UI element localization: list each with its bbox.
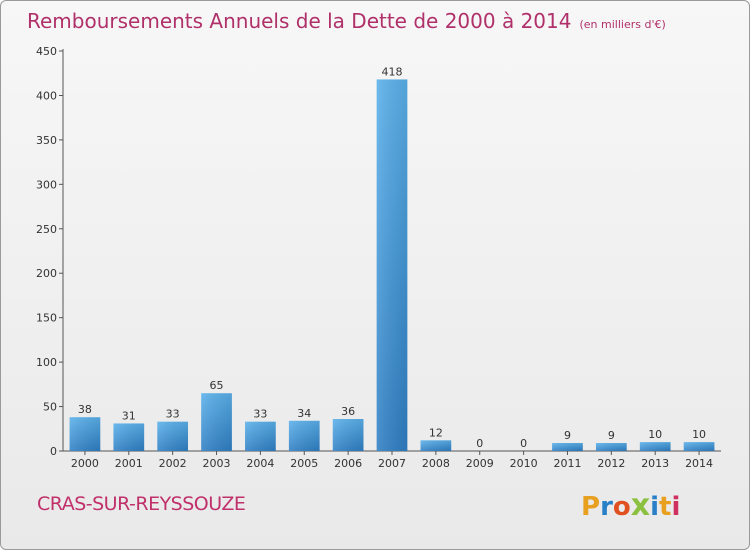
bar-shade bbox=[552, 443, 583, 451]
chart-title-text: Remboursements Annuels de la Dette de 20… bbox=[27, 9, 572, 33]
x-tick-label: 2008 bbox=[422, 457, 450, 470]
logo-letter: t bbox=[659, 492, 672, 522]
data-labels: 38 31 33 65 33 34 36 418 12 0 0 9 9 10 10 bbox=[78, 65, 706, 450]
x-tick-label: 2006 bbox=[334, 457, 362, 470]
y-tick-label: 0 bbox=[50, 445, 57, 458]
y-tick-label: 200 bbox=[36, 267, 57, 280]
bar-shade bbox=[288, 420, 320, 451]
x-tick-label: 2011 bbox=[553, 457, 581, 470]
x-axis: 2000 2001 2002 2003 2004 2005 2006 2007 2008 2009… bbox=[63, 450, 721, 470]
logo-letter: i bbox=[671, 492, 681, 522]
bar-shade bbox=[595, 443, 627, 451]
x-tick-label: 2010 bbox=[510, 457, 538, 470]
logo-letter: o bbox=[612, 492, 631, 522]
bar-shade bbox=[420, 440, 452, 451]
bars bbox=[69, 79, 715, 451]
x-tick-label: 2007 bbox=[378, 457, 406, 470]
bar-shade bbox=[376, 79, 408, 451]
x-tick-label: 2003 bbox=[203, 457, 231, 470]
x-tick-label: 2009 bbox=[466, 457, 494, 470]
y-tick-label: 450 bbox=[36, 45, 57, 58]
bar-value-label: 36 bbox=[341, 405, 355, 418]
bar-value-label: 0 bbox=[520, 437, 527, 450]
y-tick-label: 300 bbox=[36, 178, 57, 191]
x-tick-label: 2013 bbox=[641, 457, 669, 470]
x-tick-label: 2005 bbox=[290, 457, 318, 470]
logo-letter: r bbox=[600, 492, 613, 522]
bar-shade bbox=[639, 442, 671, 451]
y-tick-label: 400 bbox=[36, 89, 57, 102]
bar-value-label: 65 bbox=[210, 379, 224, 392]
y-tick-label: 150 bbox=[36, 312, 57, 325]
bar-value-label: 10 bbox=[648, 428, 662, 441]
logo-letter: P bbox=[581, 492, 601, 522]
bar-value-label: 9 bbox=[564, 429, 571, 442]
bar-shade bbox=[245, 421, 276, 451]
y-axis: 0 50 100 150 200 250 300 350 400 450 bbox=[36, 45, 64, 458]
x-tick-label: 2001 bbox=[115, 457, 143, 470]
y-tick-label: 350 bbox=[36, 134, 57, 147]
bar-value-label: 38 bbox=[78, 403, 92, 416]
bar-value-label: 0 bbox=[476, 437, 483, 450]
logo-letter: x bbox=[630, 488, 651, 523]
x-tick-label: 2002 bbox=[159, 457, 187, 470]
bar-shade bbox=[113, 423, 145, 451]
bar-value-label: 10 bbox=[692, 428, 706, 441]
bar-value-label: 33 bbox=[166, 408, 180, 421]
bar-value-label: 418 bbox=[382, 65, 403, 78]
city-name: CRAS-SUR-REYSSOUZE bbox=[37, 493, 246, 515]
bar-value-label: 33 bbox=[253, 408, 267, 421]
bar-value-label: 34 bbox=[297, 407, 311, 420]
bar-value-label: 12 bbox=[429, 426, 443, 439]
y-tick-label: 100 bbox=[36, 356, 57, 369]
x-tick-label: 2014 bbox=[685, 457, 713, 470]
logo-letter: i bbox=[650, 492, 660, 522]
bar-shade bbox=[683, 442, 715, 451]
bar-value-label: 9 bbox=[608, 429, 615, 442]
bar-shade bbox=[332, 419, 364, 451]
chart-unit: (en milliers d'€) bbox=[579, 18, 666, 31]
bar-value-label: 31 bbox=[122, 409, 136, 422]
bar-shade bbox=[157, 421, 189, 451]
y-tick-label: 50 bbox=[43, 401, 57, 414]
chart-title: Remboursements Annuels de la Dette de 20… bbox=[27, 9, 666, 33]
bar-shade bbox=[69, 417, 101, 451]
x-tick-label: 2000 bbox=[71, 457, 99, 470]
y-tick-label: 250 bbox=[36, 223, 57, 236]
bar-shade bbox=[201, 393, 232, 451]
x-tick-label: 2004 bbox=[246, 457, 274, 470]
x-tick-label: 2012 bbox=[597, 457, 625, 470]
